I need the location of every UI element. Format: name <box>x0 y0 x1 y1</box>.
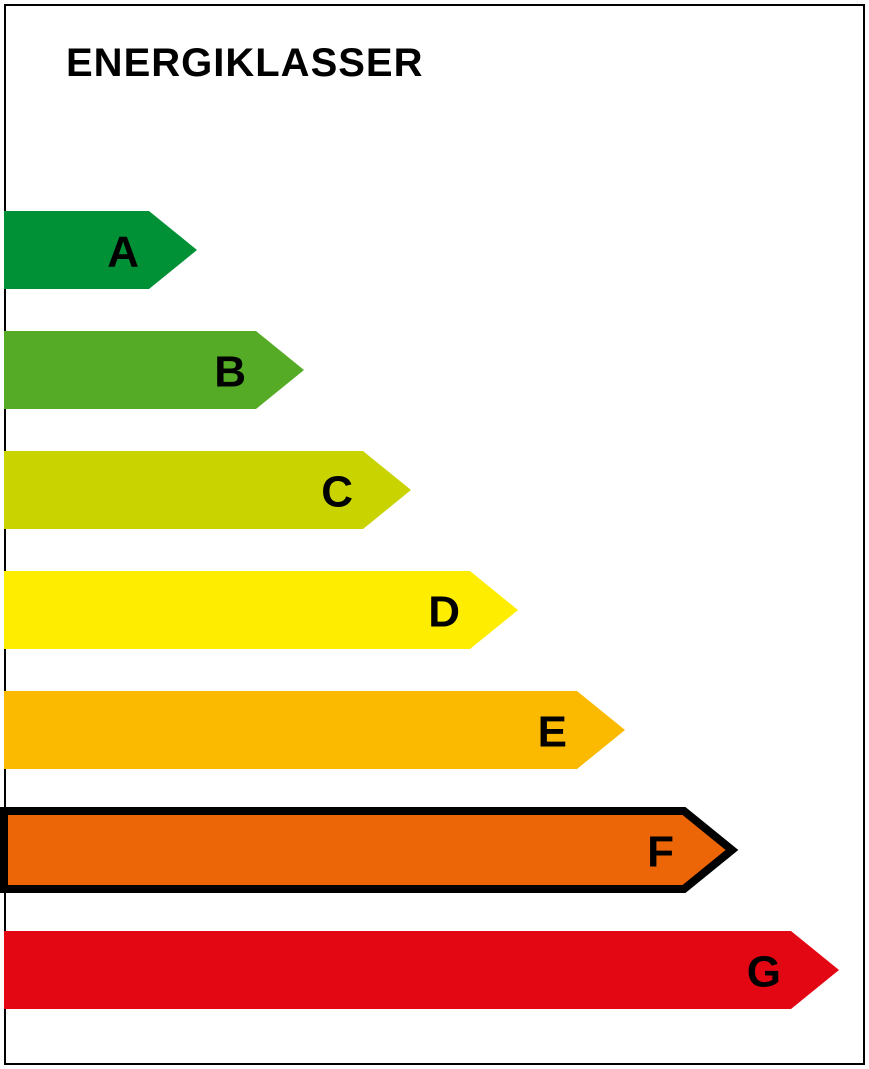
energy-bar-shape <box>4 691 625 769</box>
energy-bar-c: C <box>4 449 415 531</box>
energy-bar-f: F <box>4 801 744 899</box>
energy-bar-shape <box>4 211 197 289</box>
energy-bar-label: B <box>214 348 246 397</box>
energy-bar-label: D <box>428 588 460 637</box>
energy-bar-label: A <box>107 228 139 277</box>
energy-bar-shape <box>4 931 839 1009</box>
energy-bar-b: B <box>4 329 308 411</box>
energy-bar-e: E <box>4 689 629 771</box>
chart-frame: ENERGIKLASSER A B C D E F G <box>4 4 865 1065</box>
energy-bar-label: G <box>747 948 781 997</box>
energy-bar-shape <box>4 331 304 409</box>
energy-bar-label: E <box>538 708 567 757</box>
energy-bar-d: D <box>4 569 522 651</box>
chart-title: ENERGIKLASSER <box>66 41 424 86</box>
energy-bar-g: G <box>4 929 843 1011</box>
energy-bar-shape <box>4 811 732 889</box>
energy-bar-a: A <box>4 209 201 291</box>
energy-bar-label: F <box>647 828 674 877</box>
energy-bar-label: C <box>321 468 353 517</box>
